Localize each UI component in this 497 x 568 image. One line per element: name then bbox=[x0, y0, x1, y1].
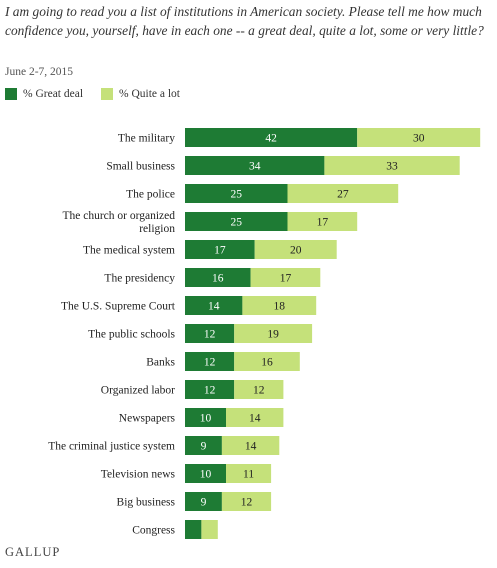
bar-quite-a-lot bbox=[254, 240, 337, 259]
category-label-line: Banks bbox=[146, 357, 175, 369]
legend-item-quite-a-lot: % Quite a lot bbox=[101, 88, 180, 100]
legend-label-great-deal: % Great deal bbox=[23, 88, 84, 100]
category-label-line: Congress bbox=[132, 525, 175, 537]
bar-great-deal bbox=[185, 156, 325, 175]
category-label-line: Big business bbox=[117, 497, 176, 509]
bar-great-deal bbox=[185, 520, 202, 539]
legend-swatch-great-deal bbox=[5, 88, 17, 100]
category-label: Television news bbox=[101, 469, 176, 481]
bar-great-deal bbox=[185, 240, 255, 259]
data-label-quite-a-lot: 19 bbox=[267, 329, 279, 341]
data-label-quite-a-lot: 14 bbox=[249, 413, 261, 425]
bar-great-deal bbox=[185, 464, 226, 483]
category-label-line: Television news bbox=[101, 469, 176, 481]
legend-label-quite-a-lot: % Quite a lot bbox=[119, 88, 180, 100]
category-label: Newspapers bbox=[119, 413, 176, 425]
bar-quite-a-lot bbox=[226, 464, 272, 483]
data-label-great-deal: 9 bbox=[201, 441, 207, 453]
bar-great-deal bbox=[185, 492, 222, 511]
bar-great-deal bbox=[185, 296, 243, 315]
data-label-great-deal: 12 bbox=[204, 357, 216, 369]
bar-quite-a-lot bbox=[287, 212, 358, 231]
bar-great-deal bbox=[185, 212, 288, 231]
category-label-line: The church or organized bbox=[62, 210, 175, 222]
bar-great-deal bbox=[185, 324, 235, 343]
category-label-line: Organized labor bbox=[101, 385, 175, 397]
data-label-great-deal: 9 bbox=[201, 497, 207, 509]
question-text: I am going to read you a list of institu… bbox=[5, 4, 484, 38]
data-label-great-deal: 17 bbox=[214, 245, 226, 257]
bar-quite-a-lot bbox=[221, 436, 280, 455]
category-label: The military bbox=[118, 133, 175, 145]
data-label-quite-a-lot: 11 bbox=[243, 469, 254, 481]
category-label: The public schools bbox=[88, 329, 175, 341]
bar-quite-a-lot bbox=[357, 128, 481, 147]
data-label-great-deal: 10 bbox=[200, 413, 212, 425]
data-label-quite-a-lot: 30 bbox=[413, 133, 425, 145]
category-label-line: The police bbox=[126, 189, 175, 201]
data-label-quite-a-lot: 14 bbox=[245, 441, 257, 453]
bar-great-deal bbox=[185, 352, 235, 371]
bar-quite-a-lot bbox=[250, 268, 321, 287]
bar-quite-a-lot bbox=[324, 156, 460, 175]
category-label-line: The military bbox=[118, 133, 175, 145]
category-label: Big business bbox=[117, 497, 176, 509]
gallup-logo: GALLUP bbox=[5, 545, 61, 559]
data-label-great-deal: 10 bbox=[200, 469, 212, 481]
data-label-quite-a-lot: 17 bbox=[280, 273, 292, 285]
bar-quite-a-lot bbox=[221, 492, 272, 511]
data-label-quite-a-lot: 12 bbox=[253, 385, 265, 397]
category-label: The criminal justice system bbox=[48, 441, 175, 453]
bar-quite-a-lot bbox=[201, 520, 218, 539]
category-label-line: The public schools bbox=[88, 329, 175, 341]
bar-great-deal bbox=[185, 380, 235, 399]
bar-quite-a-lot bbox=[234, 352, 300, 371]
category-label: The medical system bbox=[83, 245, 175, 257]
legend-item-great-deal: % Great deal bbox=[5, 88, 83, 100]
category-label: Small business bbox=[106, 161, 175, 173]
category-label: The police bbox=[126, 189, 175, 201]
data-label-great-deal: 12 bbox=[204, 329, 216, 341]
data-label-great-deal: 12 bbox=[204, 385, 216, 397]
survey-date: June 2-7, 2015 bbox=[5, 66, 74, 78]
bar-quite-a-lot bbox=[242, 296, 317, 315]
category-label: Organized labor bbox=[101, 385, 175, 397]
category-label: The U.S. Supreme Court bbox=[61, 301, 176, 313]
bar-great-deal bbox=[185, 184, 288, 203]
data-label-quite-a-lot: 33 bbox=[386, 161, 398, 173]
bar-quite-a-lot bbox=[234, 380, 284, 399]
category-label: Congress bbox=[132, 525, 175, 537]
category-label: Banks bbox=[146, 357, 175, 369]
category-label-line: The U.S. Supreme Court bbox=[61, 301, 176, 313]
data-label-great-deal: 16 bbox=[212, 273, 224, 285]
data-label-great-deal: 42 bbox=[265, 133, 277, 145]
category-label-line: The presidency bbox=[104, 273, 175, 285]
category-label-line: Small business bbox=[106, 161, 175, 173]
data-label-great-deal: 25 bbox=[231, 217, 243, 229]
category-label-line: religion bbox=[139, 223, 175, 235]
category-label: The church or organized religion bbox=[62, 210, 175, 235]
data-label-great-deal: 25 bbox=[231, 189, 243, 201]
data-label-quite-a-lot: 16 bbox=[261, 357, 273, 369]
bar-great-deal bbox=[185, 268, 251, 287]
data-label-great-deal: 34 bbox=[249, 161, 261, 173]
bar-great-deal bbox=[185, 436, 222, 455]
data-label-quite-a-lot: 20 bbox=[290, 245, 302, 257]
legend-swatch-quite-a-lot bbox=[101, 88, 113, 100]
category-label-line: Newspapers bbox=[119, 413, 176, 425]
data-label-quite-a-lot: 12 bbox=[241, 497, 253, 509]
category-label-line: The medical system bbox=[83, 245, 175, 257]
bar-quite-a-lot bbox=[287, 184, 399, 203]
data-label-quite-a-lot: 17 bbox=[317, 217, 329, 229]
bar-great-deal bbox=[185, 128, 358, 147]
bar-quite-a-lot bbox=[234, 324, 313, 343]
data-label-quite-a-lot: 18 bbox=[274, 301, 286, 313]
data-label-quite-a-lot: 27 bbox=[337, 189, 349, 201]
bar-great-deal bbox=[185, 408, 226, 427]
data-label-great-deal: 14 bbox=[208, 301, 220, 313]
bar-quite-a-lot bbox=[226, 408, 284, 427]
category-label: The presidency bbox=[104, 273, 175, 285]
category-label-line: The criminal justice system bbox=[48, 441, 175, 453]
